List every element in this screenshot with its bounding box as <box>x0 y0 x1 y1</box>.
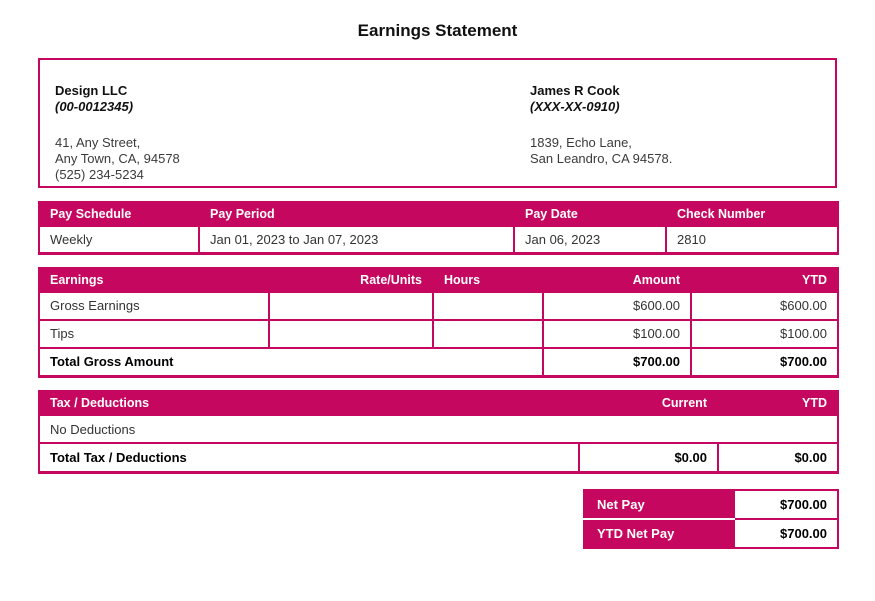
employer-name: Design LLC <box>55 83 128 98</box>
earnings-hours <box>432 290 544 321</box>
net-pay-row: Net Pay $700.00 <box>583 488 839 520</box>
ytd-net-pay-row: YTD Net Pay $700.00 <box>583 517 839 549</box>
employee-address-line: 1839, Echo Lane, <box>530 135 632 150</box>
net-pay-value: $700.00 <box>733 488 839 520</box>
header-earnings: Earnings <box>38 266 270 293</box>
earnings-ytd: $100.00 <box>690 318 839 349</box>
tax-row: No Deductions <box>38 414 839 444</box>
header-pay-period: Pay Period <box>198 201 515 227</box>
employer-id: (00-0012345) <box>55 99 134 114</box>
tax-total-row: Total Tax / Deductions $0.00 $0.00 <box>38 442 839 473</box>
earnings-ytd: $600.00 <box>690 290 839 321</box>
parties-info-box: Design LLC (00-0012345) 41, Any Street, … <box>38 58 837 188</box>
pay-schedule-value: Weekly <box>38 225 200 254</box>
earnings-row: Gross Earnings $600.00 $600.00 <box>38 290 839 321</box>
employee-address: 1839, Echo Lane, San Leandro, CA 94578. <box>530 135 672 167</box>
tax-row-label: No Deductions <box>38 414 839 444</box>
earnings-amount: $100.00 <box>542 318 692 349</box>
header-rate-units: Rate/Units <box>268 266 434 293</box>
employee-ssn: (XXX-XX-0910) <box>530 99 620 114</box>
tax-deductions-table: Tax / Deductions Current YTD No Deductio… <box>38 390 839 474</box>
header-check-number: Check Number <box>665 201 839 227</box>
tax-total-ytd: $0.00 <box>717 442 839 473</box>
header-tax-deductions: Tax / Deductions <box>38 390 580 416</box>
earnings-header-row: Earnings Rate/Units Hours Amount YTD <box>38 266 839 293</box>
employee-name: James R Cook <box>530 83 620 98</box>
tax-total-label: Total Tax / Deductions <box>38 442 580 473</box>
header-ytd: YTD <box>690 266 839 293</box>
ytd-net-pay-label: YTD Net Pay <box>583 517 735 549</box>
earnings-amount: $600.00 <box>542 290 692 321</box>
header-pay-schedule: Pay Schedule <box>38 201 200 227</box>
employer-address: 41, Any Street, Any Town, CA, 94578 (525… <box>55 135 530 183</box>
net-pay-table: Net Pay $700.00 YTD Net Pay $700.00 <box>583 488 839 549</box>
earnings-total-ytd: $700.00 <box>690 346 839 378</box>
pay-schedule-table: Pay Schedule Pay Period Pay Date Check N… <box>38 201 839 255</box>
tax-total-current: $0.00 <box>578 442 719 473</box>
header-tax-ytd: YTD <box>717 390 839 416</box>
earnings-rate-units <box>268 290 434 321</box>
employer-phone: (525) 234-5234 <box>55 167 144 182</box>
earnings-table: Earnings Rate/Units Hours Amount YTD Gro… <box>38 266 839 378</box>
earnings-rate-units <box>268 318 434 349</box>
employee-address-line: San Leandro, CA 94578. <box>530 151 673 166</box>
employee-info: James R Cook (XXX-XX-0910) 1839, Echo La… <box>530 83 672 186</box>
net-pay-label: Net Pay <box>583 488 735 520</box>
pay-schedule-value-row: Weekly Jan 01, 2023 to Jan 07, 2023 Jan … <box>38 225 839 254</box>
pay-period-value: Jan 01, 2023 to Jan 07, 2023 <box>198 225 515 254</box>
page-title: Earnings Statement <box>357 21 518 40</box>
check-number-value: 2810 <box>665 225 839 254</box>
header-current: Current <box>578 390 719 416</box>
earnings-label: Tips <box>38 318 270 349</box>
header-hours: Hours <box>432 266 544 293</box>
earnings-total-row: Total Gross Amount $700.00 $700.00 <box>38 346 839 378</box>
employer-info: Design LLC (00-0012345) 41, Any Street, … <box>55 83 530 186</box>
tax-header-row: Tax / Deductions Current YTD <box>38 390 839 416</box>
earnings-total-amount: $700.00 <box>542 346 692 378</box>
earnings-row: Tips $100.00 $100.00 <box>38 318 839 349</box>
employer-address-line: 41, Any Street, <box>55 135 141 150</box>
ytd-net-pay-value: $700.00 <box>733 517 839 549</box>
earnings-hours <box>432 318 544 349</box>
pay-date-value: Jan 06, 2023 <box>513 225 667 254</box>
header-amount: Amount <box>542 266 692 293</box>
earnings-label: Gross Earnings <box>38 290 270 321</box>
pay-schedule-header-row: Pay Schedule Pay Period Pay Date Check N… <box>38 201 839 227</box>
earnings-total-label: Total Gross Amount <box>38 346 544 378</box>
header-pay-date: Pay Date <box>513 201 667 227</box>
employer-address-line: Any Town, CA, 94578 <box>55 151 180 166</box>
